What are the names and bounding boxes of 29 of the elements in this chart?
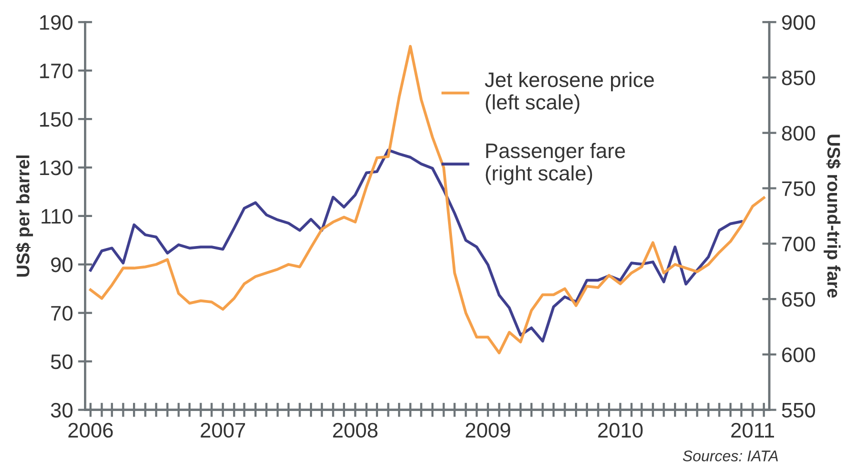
y2-tick-label: 650 [782, 292, 816, 307]
y2-tick-label: 550 [782, 402, 816, 418]
x-tick-label: 2006 [68, 422, 113, 438]
x-tick-label: 2011 [731, 422, 774, 438]
y2-tick-label: 750 [782, 181, 816, 196]
y-tick-label: 30 [50, 402, 72, 418]
y2-tick-label: 800 [782, 126, 816, 141]
line-series [89, 44, 766, 354]
y2-tick-label: 700 [782, 236, 816, 252]
y-tick-label: 70 [51, 306, 72, 321]
y-tick-label: 90 [51, 257, 72, 272]
y-tick-label: 150 [40, 112, 72, 127]
y-tick-label: 50 [50, 354, 72, 370]
y2-tick-label: 850 [782, 70, 816, 86]
legend-label: Passenger fare (right scale) [486, 142, 625, 185]
x-tick-label: 2010 [598, 422, 643, 438]
x-tick-label: 2007 [200, 422, 246, 438]
y-tick-label: 170 [40, 64, 72, 78]
y-tick-label: 190 [40, 15, 72, 30]
x-tick-label: 2008 [333, 422, 378, 438]
y-axis-title: US$ per barrel [16, 156, 33, 277]
y2-tick-label: 600 [782, 347, 816, 362]
legend-label: Jet kerosene price (left scale) [484, 72, 654, 114]
y2-axis-title: US$ round-trip fare [824, 134, 841, 298]
y-tick-label: 130 [40, 160, 72, 176]
x-tick-label: 2009 [466, 422, 510, 438]
y-tick-label: 110 [42, 208, 72, 224]
y2-tick-label: 900 [782, 15, 816, 30]
source-note: Sources: IATA [682, 450, 778, 462]
